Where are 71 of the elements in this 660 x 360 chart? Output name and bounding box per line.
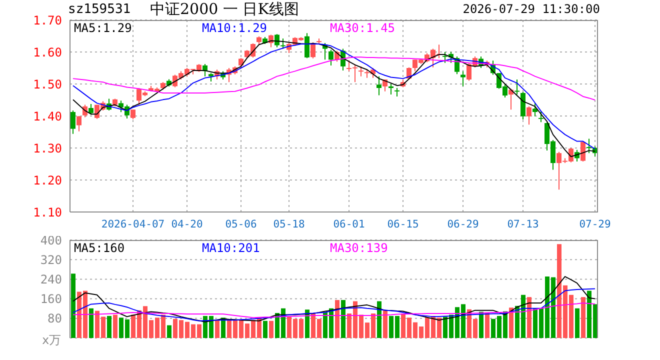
chart-subtitle: sz159531 [68, 2, 131, 17]
series-label: MA10:1.29 [202, 21, 268, 35]
candlestick [514, 79, 520, 96]
bar [263, 320, 268, 338]
chart-title: 中证2000 一 日K线图 [150, 0, 299, 19]
candlestick [520, 92, 526, 120]
bar [269, 320, 274, 338]
bar [383, 310, 388, 338]
text: 2026-07-29 11:30:00 [462, 2, 600, 16]
candlestick [460, 70, 466, 87]
x-tick-label: 07-29 [579, 218, 611, 230]
x-tick-label: 07-13 [507, 218, 539, 230]
y-tick-label: 1.50 [33, 77, 62, 92]
y-tick-label: 1.40 [33, 109, 62, 124]
y-tick-label: 240 [40, 272, 62, 286]
bar [113, 314, 118, 338]
candlestick [130, 109, 136, 120]
candlestick [304, 32, 310, 59]
y-tick-label: 160 [40, 292, 62, 306]
text: MA10:201 [202, 241, 261, 255]
y-tick-label: 1.20 [33, 173, 62, 188]
series-label: MA30:1.45 [330, 21, 396, 35]
bar [305, 310, 310, 338]
bar [527, 297, 532, 338]
y-tick-label: 320 [40, 252, 62, 267]
text: MA30:139 [330, 241, 389, 255]
candlestick [538, 111, 544, 123]
line-series [72, 276, 596, 322]
candlestick [238, 58, 244, 68]
bar [221, 318, 226, 338]
bar [575, 308, 580, 338]
x-tick-label: 2026-04-07 [101, 218, 165, 230]
y-tick-label: 1.30 [33, 141, 62, 156]
y-tick-label: 1.60 [33, 45, 62, 60]
y-tick-label: 1.70 [33, 13, 62, 28]
x-tick-label: 05-18 [273, 218, 305, 230]
bar [341, 300, 346, 338]
candlestick [532, 102, 538, 117]
bar [71, 274, 76, 338]
x-tick-label: 04-20 [171, 218, 203, 230]
line-series [72, 288, 596, 322]
candlestick [358, 66, 364, 77]
bar [509, 308, 514, 338]
x-tick-label: 05-06 [225, 218, 257, 230]
candlestick [88, 104, 94, 116]
y-axis-title: x万 [42, 332, 62, 349]
bar [89, 308, 94, 338]
bar [335, 300, 340, 338]
y-tick-label: 80 [48, 312, 62, 326]
bar [215, 320, 220, 338]
bar [485, 312, 490, 338]
x-tick-label: 06-29 [447, 218, 479, 230]
candlestick [70, 110, 76, 134]
candlestick [376, 76, 382, 96]
candlestick [76, 116, 82, 132]
candlestick [328, 49, 334, 66]
y-tick-label: 1.10 [33, 205, 62, 220]
x-tick-label: 06-01 [333, 218, 365, 230]
candlestick [280, 38, 286, 50]
line-series [72, 302, 596, 318]
candlestick [586, 138, 592, 154]
bar [479, 312, 484, 338]
text: MA5:160 [74, 241, 126, 255]
x-tick-label: 06-15 [387, 218, 419, 230]
candlestick [274, 34, 280, 48]
bar [167, 325, 172, 338]
bar [581, 297, 586, 338]
candlestick [388, 84, 394, 96]
text: MA5:1.29 [74, 21, 133, 35]
bar [107, 316, 112, 338]
candlestick [526, 106, 532, 126]
